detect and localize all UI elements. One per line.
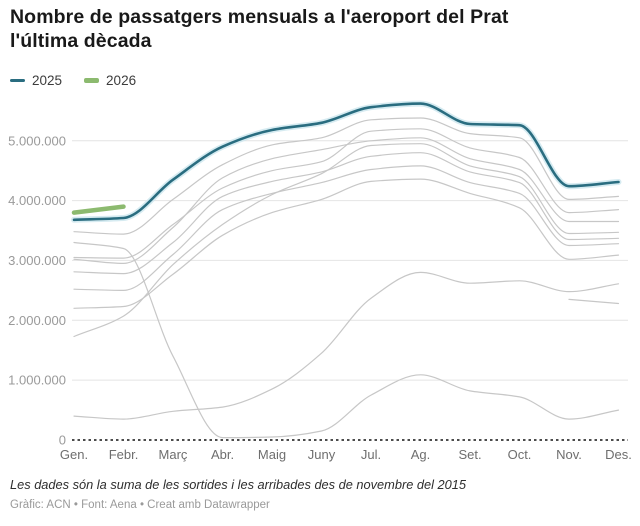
legend-label-2026: 2026 — [106, 73, 137, 88]
line-chart[interactable]: 5.000.000 4.000.000 3.000.000 2.000.000 1.00… — [0, 90, 640, 470]
x-tick-label: Gen. — [60, 447, 88, 462]
series-2023-line[interactable] — [73, 128, 620, 259]
series-2026-line[interactable] — [71, 204, 126, 215]
chart-title-line1: Nombre de passatgers mensuals a l'aeropo… — [10, 6, 509, 28]
x-tick-label: Oct. — [508, 447, 532, 462]
legend-swatch-2025 — [10, 79, 25, 82]
x-tick-label: Ag. — [411, 447, 431, 462]
x-tick-label: Març — [159, 447, 188, 462]
x-tick-label: Set. — [458, 447, 481, 462]
legend-label-2025: 2025 — [32, 73, 63, 88]
x-tick-label: Maig — [258, 447, 286, 462]
y-tick-label: 5.000.000 — [8, 133, 66, 148]
series-2017-line[interactable] — [73, 165, 620, 291]
y-tick-label: 2.000.000 — [8, 313, 66, 328]
legend-item-2026: 2026 — [84, 73, 136, 88]
y-tick-label: 4.000.000 — [8, 193, 66, 208]
legend-swatch-2026 — [84, 78, 100, 83]
legend-item-2025: 2025 — [10, 73, 62, 88]
chart-title-line2: l'última dècada — [10, 29, 152, 52]
series-2020-line[interactable] — [73, 241, 620, 439]
line-chart-svg[interactable]: 5.000.000 4.000.000 3.000.000 2.000.000 1.00… — [0, 90, 640, 470]
x-tick-label: Febr. — [109, 447, 139, 462]
series-2025-line[interactable] — [72, 102, 620, 222]
series-2021-line[interactable] — [73, 271, 620, 420]
series-2015-line[interactable] — [568, 298, 620, 305]
series-2022-line[interactable] — [73, 143, 620, 338]
series-2016-line[interactable] — [73, 178, 620, 309]
x-tick-label: Juny — [308, 447, 336, 462]
chart-title: Nombre de passatgers mensuals a l'aeropo… — [10, 6, 632, 53]
chart-credits: Gràfic: ACN • Font: Aena • Creat amb Dat… — [10, 499, 270, 511]
x-tick-label: Nov. — [556, 447, 582, 462]
y-tick-label: 1.000.000 — [8, 373, 66, 388]
series-2024-line[interactable] — [73, 117, 620, 235]
y-tick-label: 3.000.000 — [8, 253, 66, 268]
series-2018-line[interactable] — [73, 152, 620, 275]
chart-footnote: Les dades són la suma de les sortides i … — [10, 477, 466, 492]
x-tick-label: Jul. — [361, 447, 381, 462]
x-tick-label: Abr. — [211, 447, 234, 462]
chart-legend: 2025 2026 — [10, 73, 136, 88]
y-tick-label: 0 — [59, 433, 66, 448]
x-tick-label: Des. — [605, 447, 632, 462]
